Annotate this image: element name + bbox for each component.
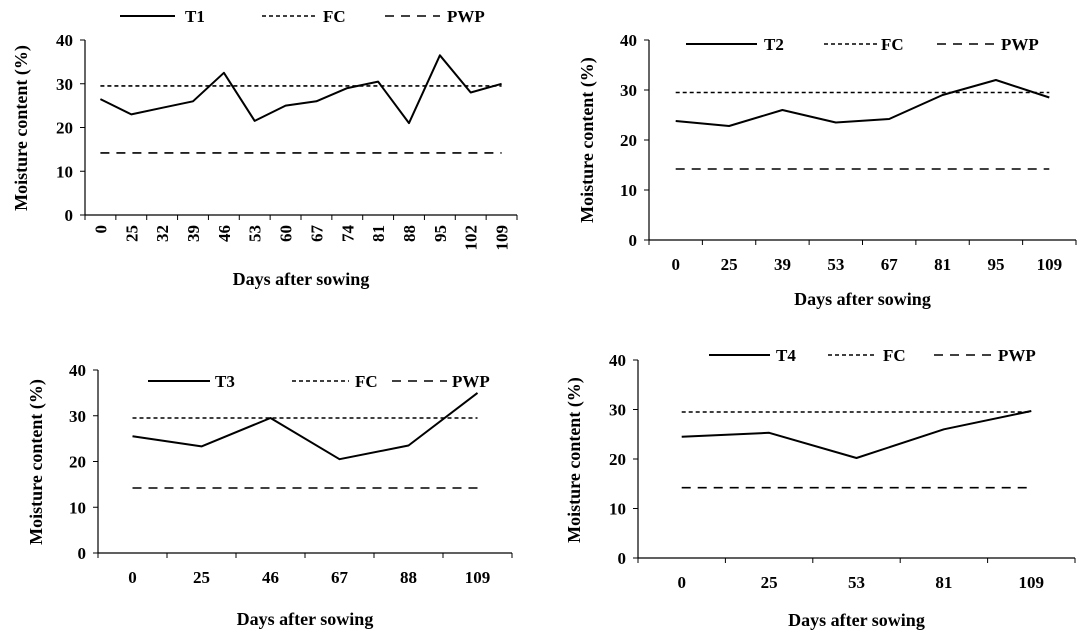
legend-label-pwp: PWP [447,7,485,26]
x-tick-label: 67 [881,255,899,274]
y-tick-label: 0 [78,544,87,563]
x-tick-label: 81 [369,225,388,242]
legend-label-t4: T4 [776,346,796,365]
legend-label-t1: T1 [185,7,205,26]
x-axis-title: Days after sowing [794,289,931,309]
y-tick-label: 30 [69,407,86,426]
y-tick-label: 0 [618,549,627,568]
y-tick-label: 0 [629,231,638,250]
y-axis-title: Moisture content (%) [564,377,585,543]
x-tick-label: 0 [128,568,137,587]
y-tick-label: 10 [56,162,73,181]
x-tick-label: 53 [848,573,865,592]
y-tick-label: 30 [620,81,637,100]
x-tick-label: 95 [431,225,450,242]
legend-label-pwp: PWP [1001,35,1039,54]
x-tick-label: 53 [827,255,844,274]
y-tick-label: 40 [620,31,637,50]
y-tick-label: 20 [620,131,637,150]
x-tick-label: 0 [671,255,680,274]
series-line-t2 [675,79,1050,127]
y-axis-title: Moisture content (%) [26,379,47,545]
x-tick-label: 81 [934,255,951,274]
x-tick-label: 67 [307,225,326,243]
x-tick-label: 81 [935,573,952,592]
x-tick-label: 39 [184,225,203,242]
chart-panel-2: 0 10 20 30 40 0 25 39 53 67 81 95 109 T2 FC PWP Days aft… [577,31,1077,309]
chart-panel-1: 0 10 20 30 40 0 25 32 39 46 53 60 67 74 81 88 95 102 109 T1… [11,7,518,289]
x-tick-label: 67 [331,568,349,587]
x-tick-label: 95 [987,255,1004,274]
x-axis-title: Days after sowing [233,269,370,289]
y-tick-label: 10 [69,498,86,517]
legend-label-fc: FC [355,372,378,391]
chart-panel-3: 0 10 20 30 40 0 25 46 67 88 109 T3 FC PWP Days after s… [26,361,513,629]
x-tick-label: 46 [215,225,234,242]
series-line-t4 [681,410,1032,459]
legend-label-t3: T3 [215,372,235,391]
y-tick-label: 10 [620,181,637,200]
x-axis-title: Days after sowing [237,609,374,629]
x-tick-label: 25 [761,573,778,592]
x-tick-label: 60 [277,225,296,242]
y-tick-label: 40 [69,361,86,380]
legend-label-t2: T2 [764,35,784,54]
legend-label-pwp: PWP [998,346,1036,365]
x-tick-label: 109 [1037,255,1063,274]
x-tick-label: 25 [721,255,738,274]
x-tick-label: 88 [400,568,417,587]
y-axis-title: Moisture content (%) [577,57,598,223]
x-tick-label: 0 [677,573,686,592]
x-tick-label: 74 [338,225,357,243]
y-tick-label: 10 [609,500,626,519]
y-tick-label: 20 [69,453,86,472]
y-tick-label: 20 [56,119,73,138]
y-tick-label: 30 [609,401,626,420]
y-tick-label: 0 [65,206,74,225]
x-tick-label: 88 [400,225,419,242]
y-tick-label: 30 [56,75,73,94]
x-axis-title: Days after sowing [788,610,925,630]
x-tick-label: 109 [493,225,512,251]
x-tick-label: 25 [193,568,210,587]
legend-label-fc: FC [881,35,904,54]
series-line-t3 [132,392,479,461]
legend-label-fc: FC [883,346,906,365]
x-tick-label: 32 [153,225,172,242]
y-tick-label: 20 [609,450,626,469]
x-tick-label: 109 [465,568,491,587]
x-tick-label: 0 [91,225,110,234]
series-line-t1 [99,54,502,125]
x-tick-label: 53 [246,225,265,242]
x-tick-label: 109 [1019,573,1045,592]
legend-label-fc: FC [323,7,346,26]
x-tick-label: 102 [462,225,481,251]
y-tick-label: 40 [609,351,626,370]
x-tick-label: 25 [122,225,141,242]
y-axis-title: Moisture content (%) [11,45,32,211]
x-tick-label: 39 [774,255,791,274]
legend-label-pwp: PWP [452,372,490,391]
chart-panel-4: 0 10 20 30 40 0 25 53 81 109 T4 FC PWP Days after sow… [564,346,1076,630]
x-tick-label: 46 [262,568,279,587]
y-tick-label: 40 [56,31,73,50]
